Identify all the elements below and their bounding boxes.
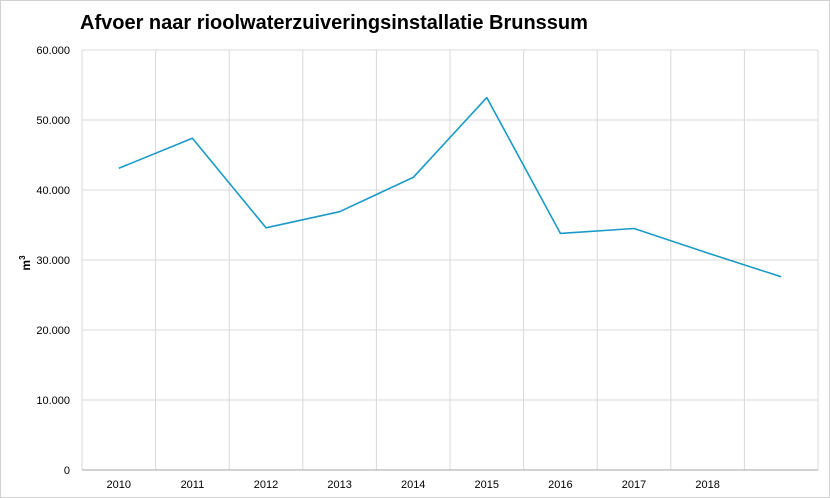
x-tick-label: 2016 (548, 479, 572, 491)
x-tick-label: 2015 (475, 479, 499, 491)
x-tick-label: 2014 (401, 479, 425, 491)
y-tick-label: 0 (64, 465, 70, 477)
y-tick-label: 20.000 (36, 325, 70, 337)
data-point (118, 167, 120, 169)
data-point (633, 228, 635, 230)
y-tick-label: 40.000 (36, 185, 70, 197)
data-point (412, 176, 414, 178)
y-axis-tick-labels: 0 10.000 20.000 30.000 40.000 50.000 60.000 (36, 45, 70, 477)
y-axis-title: m3 (18, 255, 33, 271)
data-point (191, 137, 193, 139)
data-point (780, 276, 782, 278)
data-point (265, 227, 267, 229)
data-point (486, 97, 488, 99)
data-point (339, 211, 341, 213)
y-tick-label: 50.000 (36, 115, 70, 127)
x-tick-label: 2010 (107, 479, 131, 491)
x-tick-label: 2017 (622, 479, 646, 491)
y-axis-title-base: m (19, 260, 33, 271)
y-tick-label: 60.000 (36, 45, 70, 57)
horizontal-gridlines (82, 49, 818, 471)
y-tick-label: 10.000 (36, 395, 70, 407)
series-line (118, 96, 782, 278)
x-tick-label: 2013 (327, 479, 351, 491)
x-tick-label: 2011 (181, 479, 205, 491)
data-point (707, 252, 709, 254)
y-tick-label: 30.000 (36, 255, 70, 267)
x-axis-tick-labels: 2010 2011 2012 2013 2014 2015 2016 2017 2018 (107, 479, 720, 491)
data-point (559, 232, 561, 234)
series-group (118, 96, 782, 278)
chart-title: Afvoer naar rioolwaterzuiveringsinstalla… (80, 12, 588, 34)
y-axis-title-superscript: 3 (18, 255, 27, 260)
x-tick-label: 2012 (254, 479, 278, 491)
x-tick-label: 2018 (695, 479, 719, 491)
